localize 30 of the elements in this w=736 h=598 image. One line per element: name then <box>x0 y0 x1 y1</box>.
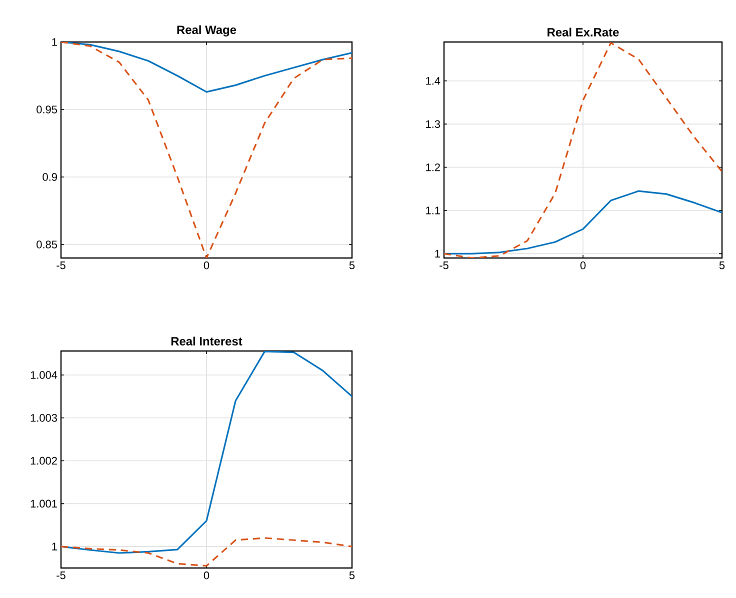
x-tick-label: -5 <box>56 262 66 270</box>
y-tick-label: 1 <box>435 250 440 258</box>
chart-title: Real Interest <box>171 336 242 346</box>
y-tick-label: 1.001 <box>30 500 57 508</box>
line-series <box>444 42 722 258</box>
x-tick-label: 5 <box>349 572 355 580</box>
line-series <box>444 190 722 254</box>
y-tick-label: 1.002 <box>30 456 57 465</box>
y-tick-label: 1.1 <box>426 206 440 214</box>
x-tick-label: 5 <box>349 262 355 270</box>
y-tick-label: 1.004 <box>30 371 58 379</box>
y-tick-label: 1.3 <box>426 120 440 128</box>
y-tick-label: 0.95 <box>36 106 58 114</box>
y-tick-label: 1.2 <box>426 163 440 172</box>
y-tick-label: 1.003 <box>30 414 57 422</box>
x-tick-label: 5 <box>719 262 725 270</box>
line-series <box>61 42 352 258</box>
chart-title: Real Wage <box>177 25 236 36</box>
x-tick-label: -5 <box>56 572 66 580</box>
y-tick-label: 1.4 <box>426 77 440 85</box>
x-tick-label: -5 <box>440 262 448 270</box>
y-tick-label: 0.85 <box>36 240 58 248</box>
y-tick-label: 1 <box>52 38 57 46</box>
y-tick-label: 1 <box>52 542 57 550</box>
x-tick-label: 0 <box>204 262 210 270</box>
y-tick-label: 0.9 <box>42 173 57 181</box>
x-tick-label: 0 <box>204 572 210 580</box>
x-tick-label: 0 <box>580 262 586 270</box>
line-series <box>61 537 352 567</box>
chart-title: Real Ex.Rate <box>548 28 619 36</box>
